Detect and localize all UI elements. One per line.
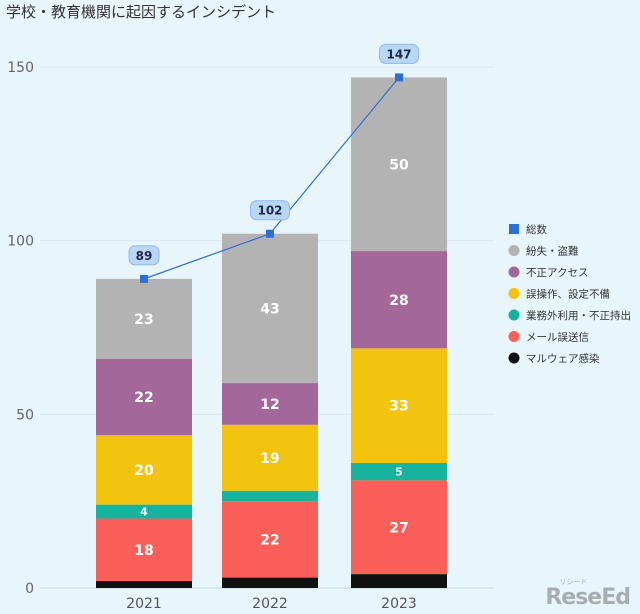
legend-label: 紛失・盗難: [526, 245, 579, 258]
bar-segment: [222, 490, 318, 502]
total-point: [140, 274, 148, 283]
bar-segment: [222, 424, 318, 491]
bar-segment: [96, 504, 192, 519]
watermark-sub: リシード: [559, 578, 588, 586]
bar-segment: [351, 77, 447, 252]
x-tick-label: 2022: [252, 596, 288, 612]
legend-marker: [508, 266, 520, 278]
legend-marker: [508, 309, 520, 321]
total-point: [266, 229, 274, 238]
bar-segment: [96, 358, 192, 436]
data-label: 18: [134, 543, 153, 559]
data-label: 12: [260, 397, 279, 413]
legend-marker: [508, 331, 520, 342]
legend-label: メール誤送信: [526, 331, 589, 344]
total-label-box: [250, 200, 290, 221]
y-tick-label: 50: [16, 407, 34, 423]
data-label: 28: [389, 293, 408, 309]
data-label: 5: [395, 466, 403, 479]
data-label: 22: [134, 390, 153, 406]
bar-segment: [351, 348, 447, 463]
total-label: 147: [386, 47, 411, 61]
bar-segment: [96, 518, 192, 582]
total-label-box: [128, 245, 160, 266]
total-label: 89: [136, 249, 153, 263]
bar-segment: [222, 233, 318, 384]
bar-segment: [96, 435, 192, 505]
bar-segment: [351, 462, 447, 481]
data-label: 33: [389, 399, 408, 415]
y-tick-label: 100: [7, 234, 34, 250]
bar-segment: [96, 278, 192, 359]
legend-label: マルウェア感染: [526, 352, 600, 365]
legend-marker: [508, 288, 520, 299]
bar-segment: [222, 501, 318, 578]
bar-segment: [222, 577, 318, 588]
legend-marker: [509, 224, 519, 234]
legend-label: 不正アクセス: [526, 267, 588, 279]
data-label: 27: [389, 520, 408, 536]
data-label: 4: [140, 506, 148, 519]
data-label: 22: [260, 532, 279, 548]
legend-label: 誤操作、設定不備: [526, 288, 610, 301]
bar-segment: [222, 383, 318, 425]
y-tick-label: 0: [25, 581, 34, 597]
data-label: 20: [134, 463, 154, 479]
total-point: [395, 73, 403, 82]
legend-label: 業務外利用・不正持出: [526, 309, 631, 322]
y-tick-label: 150: [7, 60, 34, 76]
bar-segment: [96, 581, 192, 588]
total-label: 102: [257, 204, 282, 218]
data-label: 19: [260, 451, 279, 467]
legend-label: 総数: [526, 223, 547, 236]
data-label: 50: [389, 157, 409, 173]
bar-segment: [351, 251, 447, 349]
watermark-main: ReseEd: [545, 585, 631, 610]
legend-marker: [508, 352, 520, 364]
data-label: 43: [260, 301, 279, 317]
x-tick-label: 2021: [126, 596, 162, 612]
total-label-box: [379, 43, 419, 64]
chart-title: 学校・教育機関に起因するインシデント: [6, 3, 277, 21]
bar-segment: [351, 480, 447, 575]
data-label: 23: [134, 312, 153, 328]
x-tick-label: 2023: [381, 596, 417, 612]
bar-segment: [351, 574, 447, 588]
watermark-logo: リシード ReseEd: [545, 578, 631, 610]
legend-marker: [508, 245, 520, 256]
